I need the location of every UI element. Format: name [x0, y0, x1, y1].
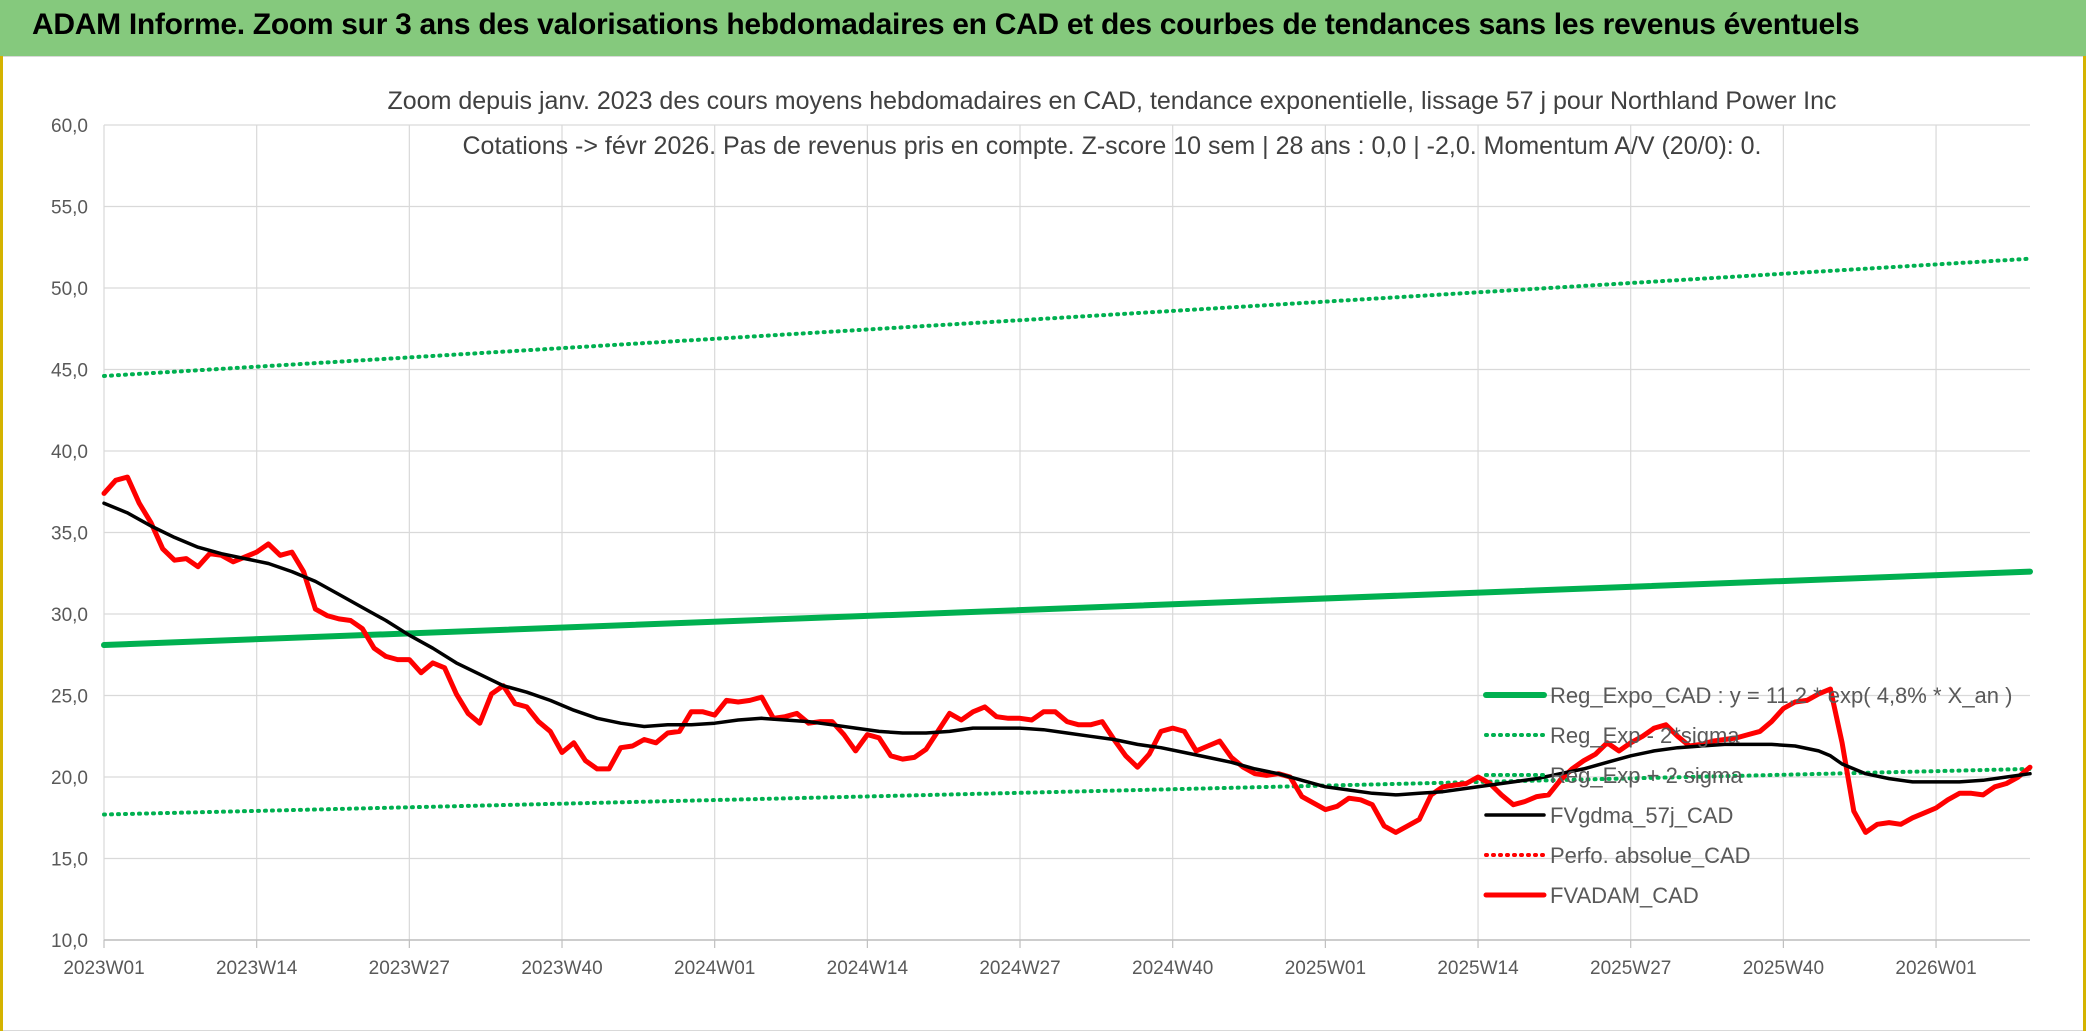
y-tick-label: 10,0	[51, 931, 88, 952]
series-line-5	[101, 474, 2033, 835]
y-tick-label: 15,0	[51, 850, 88, 871]
y-tick-label: 40,0	[51, 442, 88, 463]
y-tick-label: 45,0	[51, 361, 88, 382]
y-tick-label: 55,0	[51, 198, 88, 219]
x-tick-label: 2024W27	[979, 958, 1060, 979]
x-axis: 2023W01 2023W14 2023W27 2023W40 2024W01 2024W…	[63, 939, 2030, 979]
x-tick-label: 2023W27	[369, 958, 450, 979]
legend-label-1: Reg_Exp - 2*sigma	[1550, 723, 1740, 748]
y-tick-label: 50,0	[51, 279, 88, 300]
report-title: ADAM Informe. Zoom sur 3 ans des valoris…	[32, 8, 1860, 41]
chart-grid	[103, 124, 2030, 941]
x-tick-label: 2023W01	[63, 958, 144, 979]
x-tick-label: 2024W40	[1132, 958, 1213, 979]
x-tick-label: 2025W27	[1590, 958, 1671, 979]
y-tick-label: 20,0	[51, 768, 88, 789]
series-line-2	[102, 256, 2032, 378]
x-tick-label: 2025W40	[1743, 958, 1824, 979]
y-tick-label: 35,0	[51, 524, 88, 545]
x-tick-label: 2023W14	[216, 958, 298, 979]
legend-label-3: FVgdma_57j_CAD	[1550, 803, 1733, 828]
legend-label-0: Reg_Expo_CAD : y = 11,2 * exp( 4,8% * X_…	[1550, 683, 2012, 708]
x-tick-label: 2025W14	[1437, 958, 1519, 979]
frame-corner-left	[0, 56, 3, 1031]
y-tick-label: 60,0	[51, 116, 88, 137]
legend-label-2: Reg_Exp + 2 sigma	[1550, 763, 1743, 788]
chart-title: Zoom depuis janv. 2023 des cours moyens …	[388, 87, 1837, 115]
series-line-3	[102, 501, 2032, 797]
chart-subtitle: Cotations -> févr 2026. Pas de revenus p…	[462, 132, 1761, 160]
x-tick-label: 2026W01	[1895, 958, 1976, 979]
chart-legend: Reg_Expo_CAD : y = 11,2 * exp( 4,8% * X_…	[1483, 683, 2012, 908]
x-tick-label: 2024W14	[827, 958, 909, 979]
y-axis: 10,0 15,0 20,0 25,0 30,0 35,0 40,0 45,0 50,0 55,0…	[51, 116, 88, 952]
x-tick-label: 2023W40	[521, 958, 602, 979]
chart-series	[101, 256, 2033, 835]
legend-label-4: Perfo. absolue_CAD	[1550, 843, 1751, 868]
series-line-0	[101, 568, 2033, 648]
y-tick-label: 30,0	[51, 605, 88, 626]
legend-label-5: FVADAM_CAD	[1550, 883, 1699, 908]
series-line-1	[102, 766, 2032, 817]
y-tick-label: 25,0	[51, 687, 88, 708]
frame-corner-right	[2083, 56, 2086, 1031]
x-tick-label: 2024W01	[674, 958, 755, 979]
report-banner	[0, 0, 2086, 56]
x-tick-label: 2025W01	[1285, 958, 1366, 979]
